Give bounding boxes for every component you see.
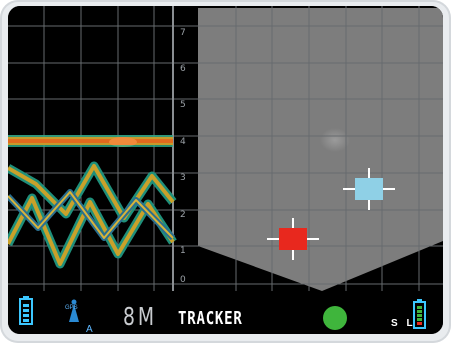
side-level-label: S L [391, 318, 416, 329]
target-cyan[interactable] [343, 168, 395, 210]
range-readout: 8M [123, 302, 158, 331]
target-red[interactable] [267, 218, 319, 260]
sonar-display: 7 6 5 4 3 2 1 0 [8, 6, 443, 334]
depth-tick: 5 [180, 100, 186, 110]
grid-lines [8, 6, 443, 291]
antenna-icon [69, 299, 79, 322]
waterfall-traces [8, 161, 177, 269]
antenna-sub-label: A [86, 324, 93, 334]
depth-tick: 3 [180, 173, 186, 183]
depth-tick: 1 [180, 246, 186, 256]
depth-tick: 0 [180, 275, 186, 285]
depth-tick: 7 [180, 28, 186, 38]
depth-tick: 2 [180, 210, 186, 220]
depth-tick: 6 [180, 64, 186, 74]
waterfall-band [8, 135, 173, 147]
mode-label: TRACKER [178, 308, 243, 329]
waterfall-panel [8, 6, 173, 291]
tracker-screen: 7 6 5 4 3 2 1 0 [8, 6, 443, 334]
gps-label: GPS [65, 305, 78, 311]
sonar-echo-blob [320, 128, 350, 152]
battery-icon [19, 296, 33, 325]
status-bar [8, 291, 443, 334]
sonar-cone [198, 8, 443, 291]
depth-scale: 7 6 5 4 3 2 1 0 [180, 28, 186, 285]
signal-level-icon [413, 299, 426, 329]
depth-tick: 4 [180, 137, 186, 147]
status-indicator-dot [323, 306, 347, 330]
